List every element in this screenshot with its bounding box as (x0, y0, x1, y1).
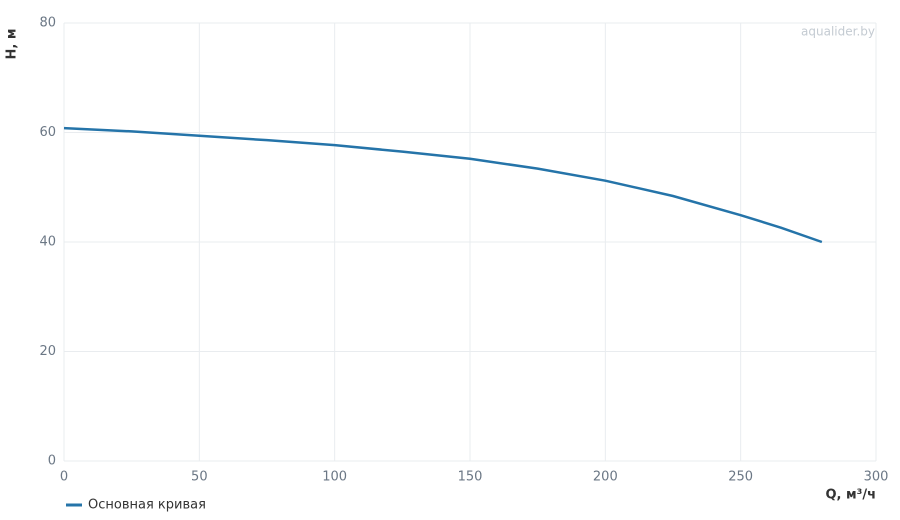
curve (63, 126, 823, 244)
y-tick-label: 0 (48, 454, 56, 469)
y-tick-label: 60 (39, 125, 56, 140)
y-tick-label: 80 (39, 16, 56, 31)
y-axis-label: H, м (5, 29, 20, 60)
x-tick-label: 150 (458, 470, 483, 485)
x-tick-label: 250 (728, 470, 753, 485)
y-tick-label: 20 (39, 344, 56, 359)
x-tick-label: 100 (322, 470, 347, 485)
y-tick-label: 40 (39, 235, 56, 250)
x-tick-label: 50 (191, 470, 208, 485)
watermark: aqualider.by (801, 25, 875, 39)
x-axis-label: Q, м³/ч (825, 488, 876, 503)
x-tick-label: 0 (60, 470, 68, 485)
x-tick-label: 200 (593, 470, 618, 485)
legend-label: Основная кривая (88, 498, 206, 513)
x-tick-label: 300 (864, 470, 889, 485)
